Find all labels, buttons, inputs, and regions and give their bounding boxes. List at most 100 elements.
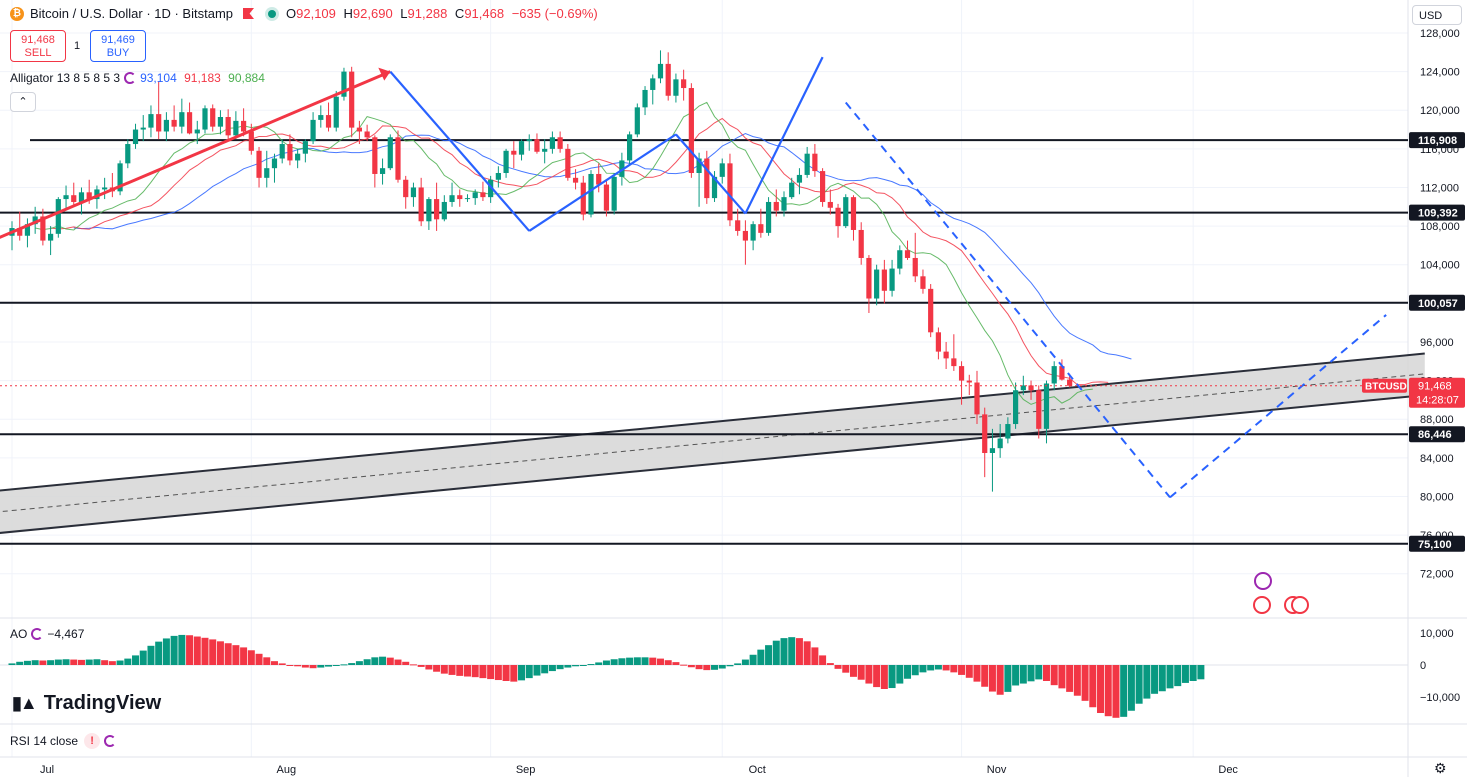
ao-bar [85,659,93,665]
economic-events[interactable] [1253,572,1309,614]
candle-body [171,119,177,127]
last-price-tag [1409,377,1465,408]
collapse-legend-button[interactable]: ⌃ [10,92,36,112]
candle-body [194,129,200,134]
candle-body [719,163,725,177]
ao-bar [934,665,942,670]
price-tick-label: 120,000 [1420,105,1460,117]
candle-body [94,189,100,200]
ao-bar [39,660,47,665]
ao-bar [656,658,664,665]
candle-body [325,115,332,128]
level-price-tag [1409,204,1465,221]
candlesticks[interactable] [9,50,1073,492]
ao-bar [1042,665,1050,681]
candle-body [951,358,957,367]
ao-bar [124,658,132,665]
symbol-title[interactable]: Bitcoin / U.S. Dollar · 1D · Bitstamp [30,6,233,21]
ao-bar [602,660,610,665]
ao-bar [664,660,672,665]
candle-body [943,351,949,359]
candle-body [580,182,586,215]
ao-bar [1058,665,1066,689]
candle-body [596,173,602,185]
ao-histogram [0,634,1408,718]
candle-body [271,158,278,169]
ao-bar [1181,665,1189,683]
candle-body [650,78,656,90]
candle-body [403,179,409,198]
ao-bar [1166,665,1174,689]
ao-bar [834,665,842,669]
symbol-header: ₿ Bitcoin / U.S. Dollar · 1D · Bitstamp … [10,6,598,21]
ao-bar [1104,665,1112,717]
ao-bar [896,665,904,684]
open-value: 92,109 [296,6,336,21]
ao-bar [927,665,935,671]
candle-body [982,414,988,454]
ao-bar [193,636,201,665]
alligator-label: Alligator 13 8 5 8 5 3 [10,71,121,85]
sell-button[interactable]: 91,468 SELL [10,30,66,62]
trend-line [675,133,747,215]
ao-bar [1189,665,1197,681]
ao-bar [510,665,518,682]
ao-bar [1174,665,1182,687]
projection-line [1169,314,1387,499]
buy-button[interactable]: 91,469 BUY [90,30,146,62]
candle-body [32,216,38,225]
ao-bar [1004,665,1012,692]
symbol-tag [1362,378,1407,393]
spread-value: 1 [74,40,81,52]
rsi-legend[interactable]: RSI 14 close ! [10,733,120,749]
candle-body [125,144,131,164]
currency-select[interactable]: USD [1412,5,1462,25]
candle-body [542,148,548,152]
level-price-label: 116,908 [1418,135,1457,147]
alligator-teeth-line [50,117,1109,386]
candle-body [78,192,85,202]
change-value: −635 (−0.69%) [511,6,598,21]
candle-body [742,230,748,241]
flag-icon[interactable] [243,8,254,19]
candle-body [63,195,69,200]
indicator-settings-icon[interactable] [124,72,137,84]
candle-body [426,199,432,222]
ao-bar [409,664,417,666]
ao-bar [247,650,255,665]
candle-body [349,71,355,128]
indicator-settings-icon[interactable] [104,735,117,747]
ao-bar [734,663,742,665]
ao-bar [433,665,441,672]
ao-bar [186,635,194,665]
candle-body [17,228,23,236]
ao-bar [780,638,788,665]
ao-legend[interactable]: AO −4,467 [10,627,84,641]
ao-bar [1135,665,1143,704]
candle-body [843,197,849,227]
warning-icon[interactable]: ! [84,733,101,749]
channel-upper-line [0,352,1425,492]
candle-body [881,269,887,291]
ao-bar [1097,665,1105,713]
candle-body [1051,366,1057,384]
candle-body [86,192,92,200]
candle-body [233,120,239,136]
trend-lines[interactable] [0,56,1387,499]
candle-body [966,380,972,383]
tradingview-logo-icon: ▮▲ [12,693,38,713]
candle-body [241,120,247,132]
level-price-label: 100,057 [1418,298,1458,310]
ao-bar [16,661,24,665]
candle-body [410,187,417,198]
candle-body [1013,390,1019,425]
ao-bar [803,641,811,665]
level-price-tag [1409,132,1465,149]
candle-body [874,269,880,299]
indicator-settings-icon[interactable] [31,628,44,640]
alligator-legend[interactable]: Alligator 13 8 5 8 5 3 93,104 91,183 90,8… [10,71,265,85]
settings-gear-icon[interactable]: ⚙ [1434,760,1447,776]
price-tick-label: 72,000 [1420,569,1454,581]
candle-body [634,107,640,135]
